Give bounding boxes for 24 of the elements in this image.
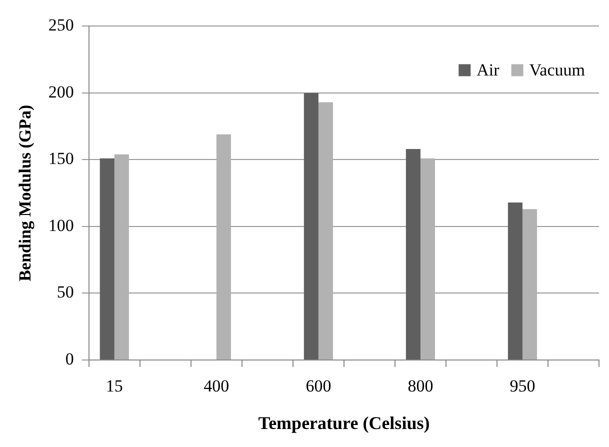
- x-tick-label: 400: [204, 376, 230, 396]
- x-tick-label: 15: [106, 376, 123, 396]
- bar: [216, 134, 231, 360]
- bar: [406, 149, 420, 360]
- x-axis-title: Temperature (Celsius): [258, 412, 430, 433]
- y-tick-label: 100: [48, 216, 74, 235]
- y-tick-label: 250: [48, 16, 74, 35]
- legend-label: Vacuum: [529, 60, 586, 80]
- x-tick-label: 800: [408, 376, 434, 396]
- y-tick-label: 150: [48, 149, 74, 168]
- y-tick-label: 0: [65, 349, 74, 368]
- y-axis-title: Bending Modulus (GPa): [16, 104, 35, 282]
- x-tick-label: 600: [306, 376, 332, 396]
- y-tick-label: 50: [56, 282, 74, 302]
- bar: [522, 209, 538, 360]
- x-tick-label: 950: [510, 376, 536, 396]
- bar: [508, 202, 522, 360]
- bar: [420, 158, 436, 360]
- y-tick-label: 200: [48, 82, 74, 102]
- bar: [318, 102, 333, 360]
- legend-label: Air: [476, 60, 500, 80]
- bar: [304, 92, 318, 360]
- bar: [100, 158, 114, 360]
- bar: [114, 154, 129, 360]
